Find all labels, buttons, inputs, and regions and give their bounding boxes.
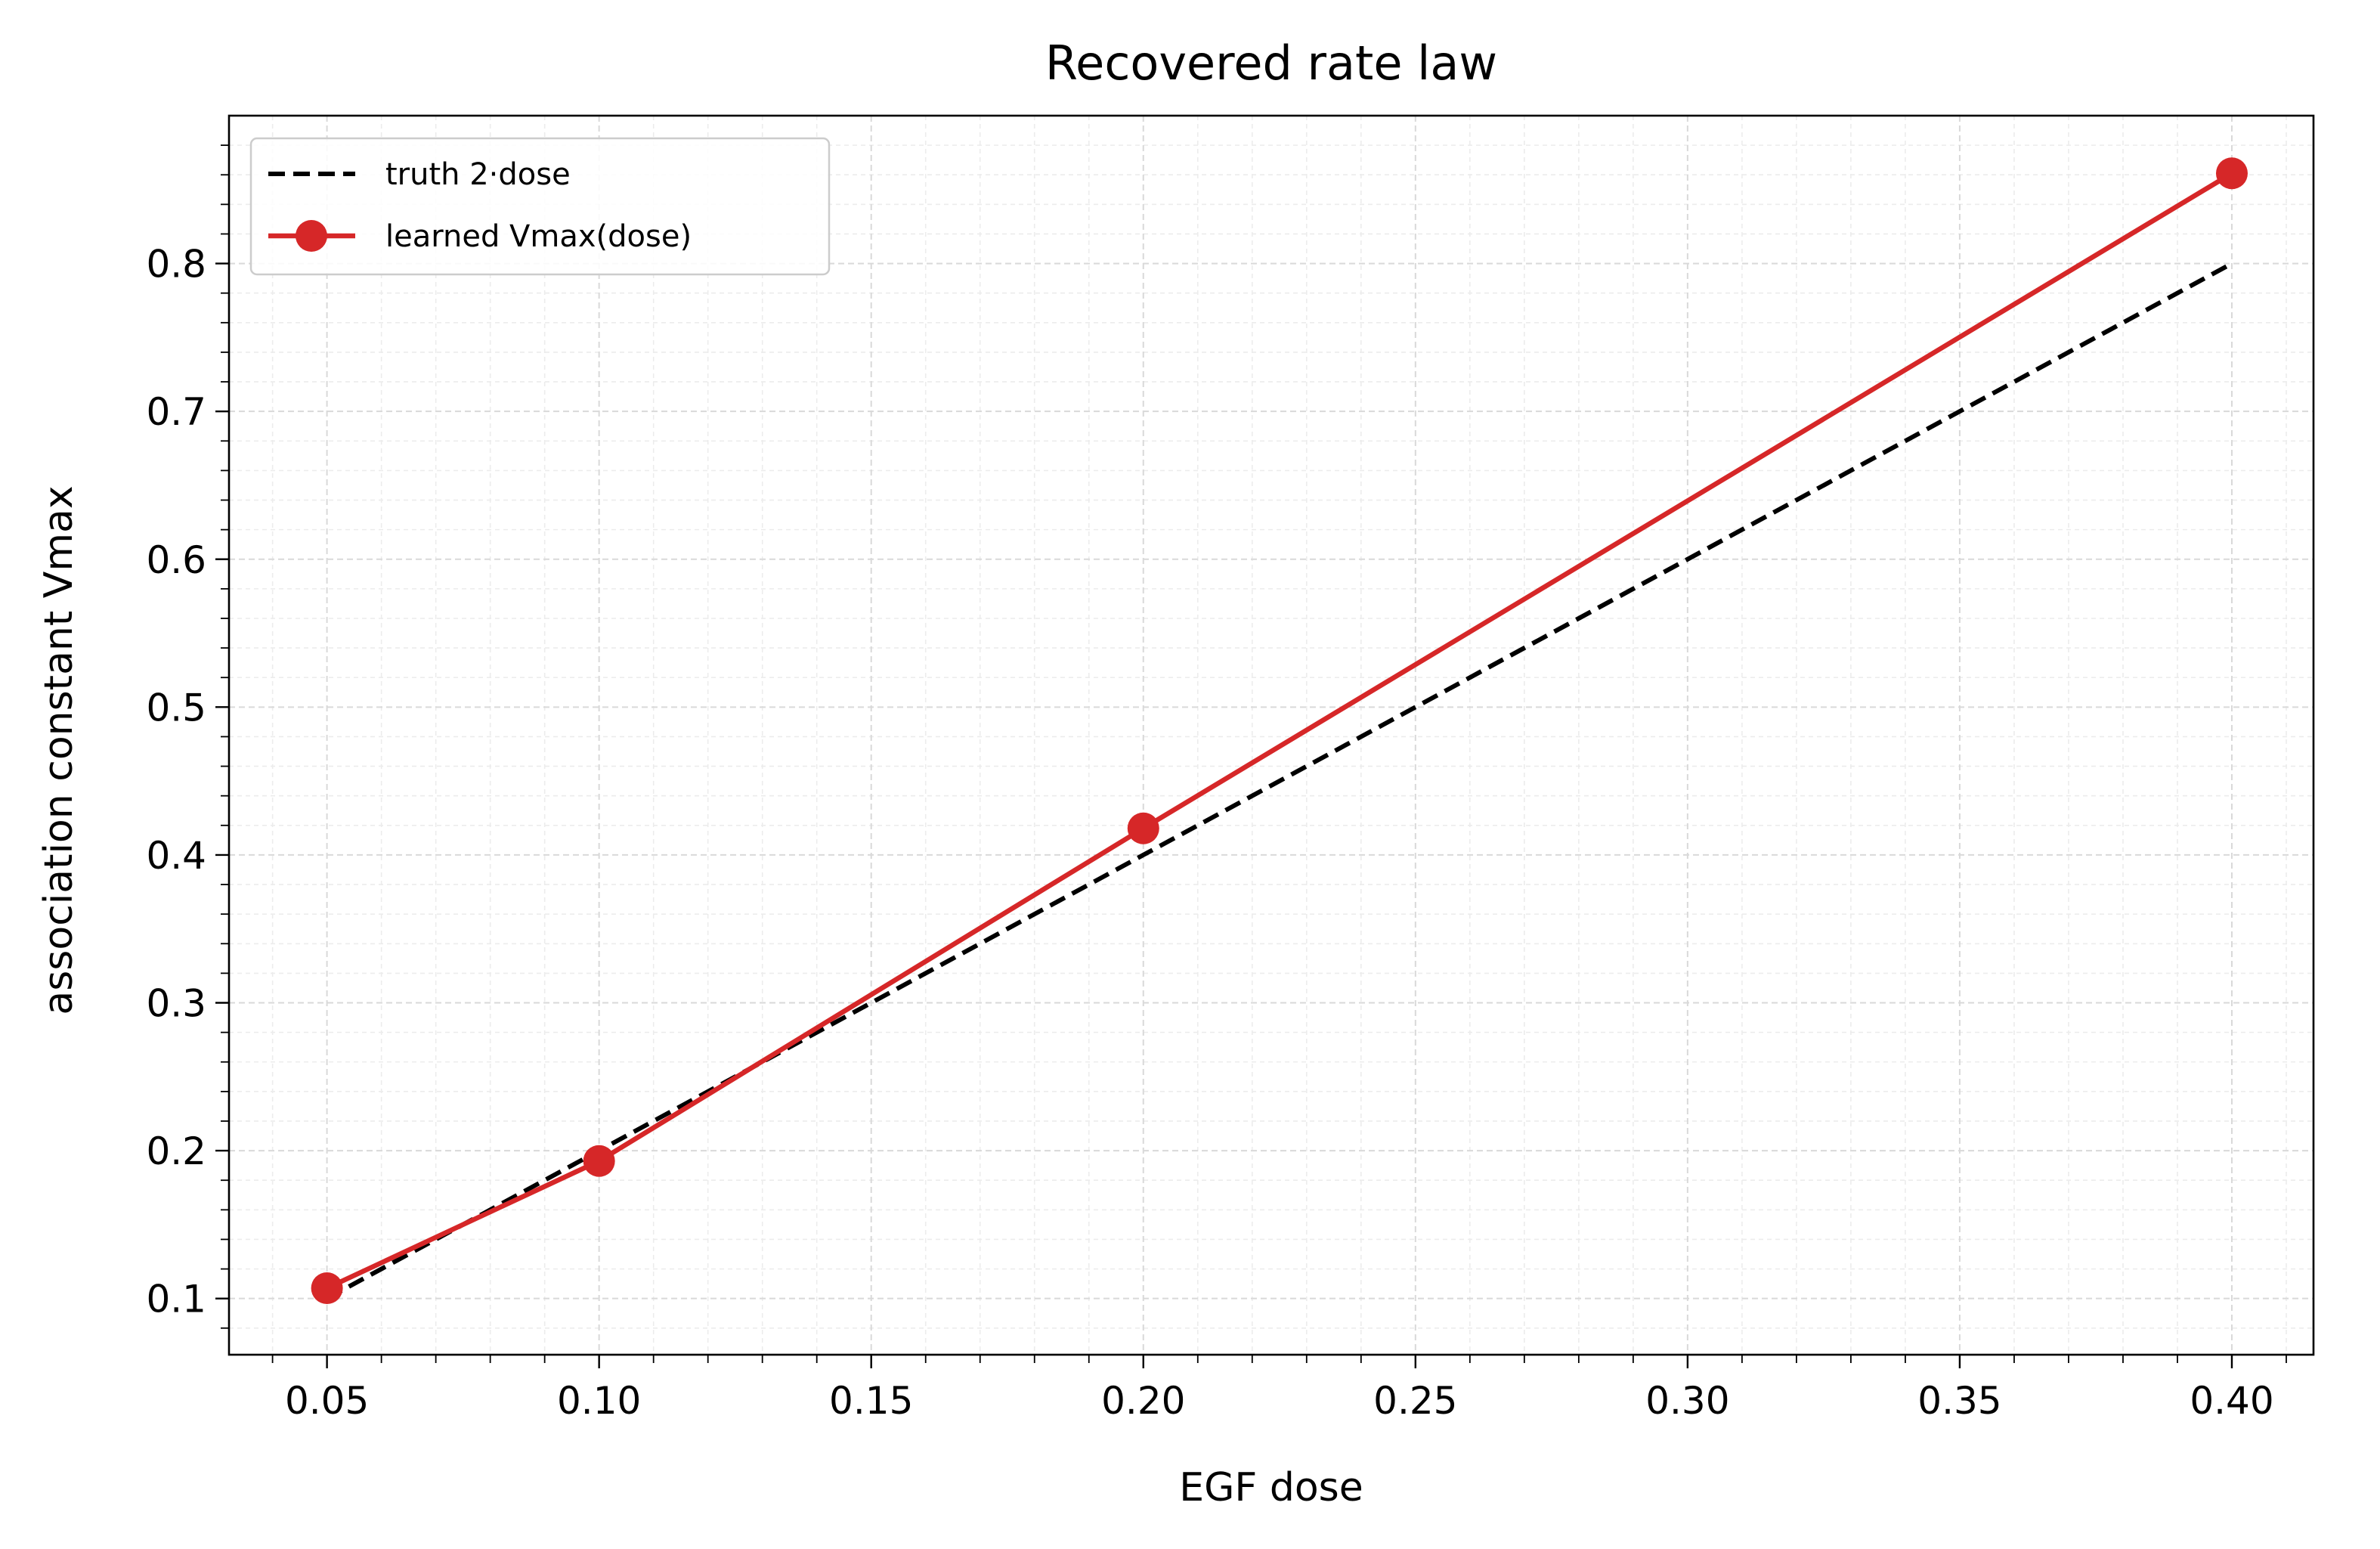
data-point-learned	[1127, 812, 1159, 844]
series-layer	[311, 157, 2248, 1304]
x-tick-label: 0.25	[1373, 1379, 1457, 1423]
series-line-learned	[326, 171, 2233, 1290]
y-tick-label: 0.4	[146, 834, 206, 878]
y-tick-label: 0.6	[146, 538, 206, 582]
y-tick-label: 0.8	[146, 243, 206, 287]
legend-box	[249, 137, 831, 276]
legend-label-truth: truth 2·dose	[385, 157, 571, 192]
plot-frame	[227, 114, 2315, 1356]
y-tick-label: 0.7	[146, 390, 206, 434]
x-axis-label: EGF dose	[1179, 1465, 1363, 1510]
y-tick-label: 0.1	[146, 1278, 206, 1321]
y-tick-label: 0.3	[146, 982, 206, 1026]
legend: truth 2·dose learned Vmax(dose)	[249, 137, 831, 276]
x-tick-label: 0.40	[2190, 1379, 2273, 1423]
data-point-learned	[311, 1272, 343, 1304]
y-axis-label: association constant Vmax	[36, 485, 82, 1015]
x-tick-labels: 0.05 0.10 0.15 0.20 0.25 0.30 0.35 0.40	[285, 1379, 2274, 1423]
data-point-learned	[583, 1145, 615, 1177]
y-tick-label: 0.2	[146, 1129, 206, 1173]
chart-title: Recovered rate law	[1045, 36, 1497, 91]
x-tick-label: 0.20	[1101, 1379, 1185, 1423]
x-tick-label: 0.10	[557, 1379, 641, 1423]
axis-ticks	[215, 144, 2287, 1368]
legend-label-learned: learned Vmax(dose)	[385, 219, 692, 254]
data-point-learned	[2215, 157, 2248, 190]
x-tick-label: 0.35	[1917, 1379, 2001, 1423]
x-tick-label: 0.05	[285, 1379, 369, 1423]
legend-marker-learned	[296, 220, 327, 252]
y-tick-labels: 0.1 0.2 0.3 0.4 0.5 0.6 0.7 0.8	[146, 243, 206, 1321]
x-tick-label: 0.30	[1645, 1379, 1729, 1423]
x-tick-label: 0.15	[829, 1379, 913, 1423]
y-tick-label: 0.5	[146, 686, 206, 730]
